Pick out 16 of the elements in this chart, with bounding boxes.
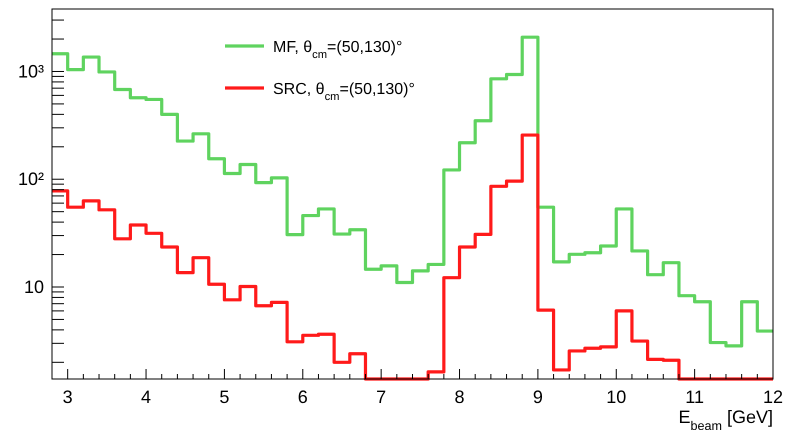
x-tick-label: 8	[454, 387, 465, 407]
x-tick-label: 4	[141, 387, 152, 407]
x-tick-label: 9	[532, 387, 543, 407]
x-tick-label: 3	[62, 387, 73, 407]
x-tick-label: 12	[762, 387, 784, 407]
x-tick-label: 6	[298, 387, 308, 407]
x-tick-label: 5	[219, 387, 230, 407]
y-tick-label: 10	[24, 276, 44, 297]
y-tick-label: 10²	[18, 169, 44, 190]
x-tick-label: 11	[685, 387, 704, 407]
legend-label: SRC, θ$_{cm}$=(50,130)°	[273, 81, 415, 103]
x-axis-title: E$_{beam}$ [GeV]	[678, 407, 773, 430]
x-tick-label: 7	[376, 387, 386, 407]
x-tick-label: 10	[606, 387, 626, 407]
legend-label: MF, θ$_{cm}$=(50,130)°	[273, 39, 402, 61]
y-tick-label: 10³	[18, 61, 44, 82]
